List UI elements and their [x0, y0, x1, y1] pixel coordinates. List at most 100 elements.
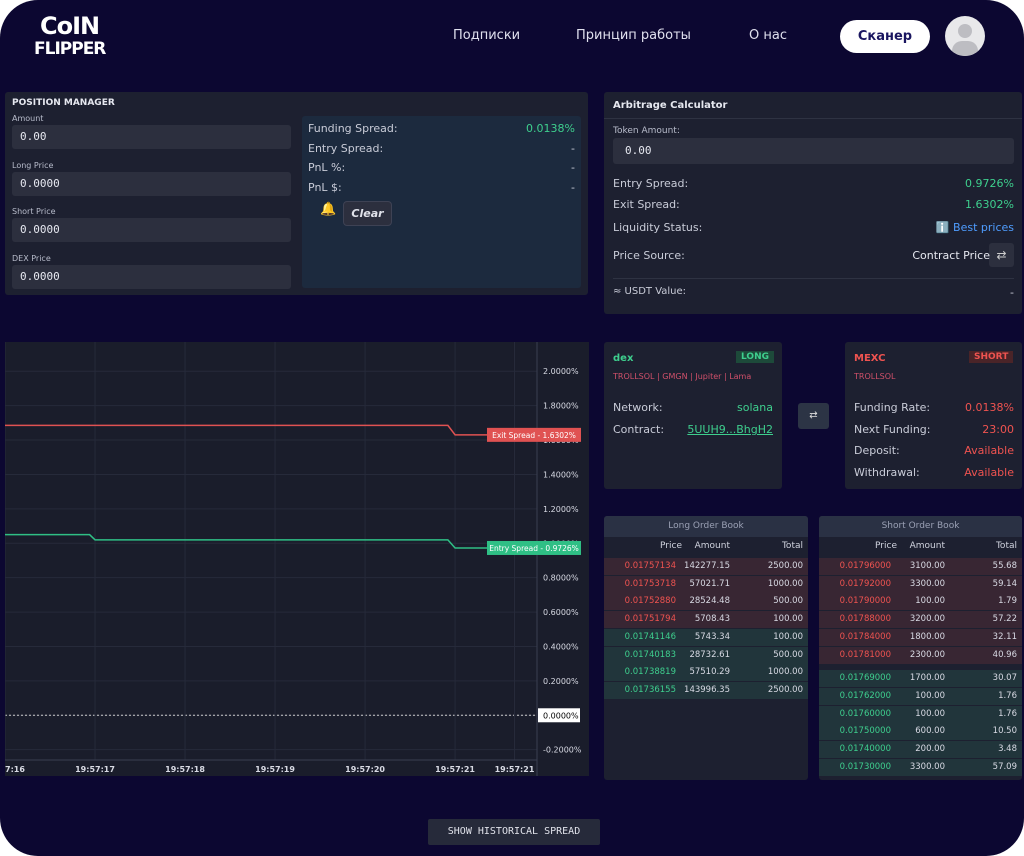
price: 0.01741146 [624, 631, 676, 642]
book-row: 0.01740183 28732.61 500.00 [604, 646, 808, 664]
token-links[interactable]: TROLLSOL | GMGN | Jupiter | Lama [613, 372, 752, 381]
logo[interactable]: FLIPPER [34, 39, 106, 59]
token-input[interactable]: 0.00 [613, 138, 1014, 164]
nav-link[interactable]: Подписки [453, 28, 521, 43]
stat-value: - [571, 161, 575, 174]
x-tick-label: 19:57:19 [255, 765, 295, 774]
price: 0.01788000 [839, 614, 891, 625]
y-tick-label: 1.8000% [543, 402, 579, 411]
total: 2500.00 [767, 561, 803, 571]
total: 10.50 [992, 726, 1017, 737]
amount: 5743.34 [694, 631, 730, 642]
input[interactable]: 0.0000 [12, 218, 291, 243]
y-tick-label: 0.0000% [543, 711, 579, 720]
current-label-bg [538, 708, 580, 723]
total: 1000.00 [767, 578, 803, 589]
amount: 5708.43 [694, 614, 730, 625]
spread-line [5, 533, 537, 549]
amount: 57021.71 [689, 578, 730, 589]
divider [604, 118, 1022, 119]
price: 0.01769000 [839, 673, 891, 684]
total: 32.11 [992, 631, 1017, 642]
amount: 100.00 [915, 708, 945, 719]
row-label: Entry Spread: [613, 177, 689, 190]
price: 0.01757134 [624, 561, 676, 571]
y-tick-label: 0.6000% [543, 608, 579, 617]
nav-link[interactable]: О нас [749, 28, 787, 43]
clear-button[interactable]: Clear [343, 201, 392, 226]
total: 1.76 [998, 690, 1017, 701]
y-tick-label: 2.0000% [543, 367, 579, 376]
y-tick-label: 1.4000% [543, 470, 579, 479]
stats-box: 🔔 Clear Funding Spread: 0.0138% Entry Spre… [302, 116, 581, 288]
row-label: Liquidity Status: [613, 221, 703, 234]
swap-source-button[interactable]: ⇄ [989, 243, 1014, 267]
avatar[interactable] [945, 16, 985, 56]
price: 0.01790000 [839, 596, 891, 607]
swap-button[interactable]: ⇄ [798, 403, 829, 429]
long-badge: LONG [736, 351, 774, 363]
nav-link[interactable]: Принцип работы [576, 28, 691, 43]
logo[interactable]: CoIN [40, 12, 100, 40]
amount: 3200.00 [909, 614, 945, 625]
amount: 3100.00 [909, 561, 945, 571]
amount: 1700.00 [909, 673, 945, 684]
bell-icon[interactable]: 🔔 [320, 202, 337, 217]
total: 1000.00 [767, 667, 803, 678]
y-tick-label: -0.2000% [543, 746, 582, 755]
book-row: 0.01741146 5743.34 100.00 [604, 628, 808, 646]
price: 0.01738819 [624, 667, 676, 678]
input[interactable]: 0.00 [12, 125, 291, 149]
amount: 600.00 [915, 726, 945, 737]
book-row: 0.01730000 3300.00 57.09 [819, 758, 1022, 776]
total: 100.00 [773, 631, 803, 642]
price: 0.01751794 [624, 614, 676, 625]
end-label: Entry Spread - 0.9726% [489, 544, 579, 553]
row-label: Network: [613, 401, 663, 414]
total: 30.07 [992, 673, 1017, 684]
cex-card: MEXC SHORT TROLLSOL Funding Rate: 0.0138%… [845, 342, 1022, 489]
price: 0.01750000 [839, 726, 891, 737]
x-tick-label: 19:57:20 [345, 765, 385, 774]
book-row: 0.01736155 143996.35 2500.00 [604, 681, 808, 699]
amount: 57510.29 [689, 667, 730, 678]
stat-label: PnL %: [308, 161, 346, 174]
col-head: Price [660, 541, 682, 551]
book-row: 0.01788000 3200.00 57.22 [819, 611, 1022, 629]
field-label: Token Amount: [613, 126, 680, 136]
amount: 28524.48 [689, 596, 730, 607]
amount: 143996.35 [684, 684, 730, 695]
price: 0.01781000 [839, 649, 891, 660]
col-head: Total [995, 541, 1017, 551]
col-head: Total [781, 541, 803, 551]
input[interactable]: 0.0000 [12, 265, 291, 290]
stat-value: - [571, 141, 575, 155]
amount: 200.00 [915, 744, 945, 754]
price: 0.01760000 [839, 708, 891, 719]
price: 0.01762000 [839, 690, 891, 701]
total: 57.09 [992, 761, 1017, 772]
short-order-book: Short Order Book Price Amount Total 0.017960… [819, 516, 1022, 780]
row-value: 0.0138% [965, 401, 1014, 414]
row-value: 1.6302% [965, 198, 1014, 211]
scanner-button[interactable]: Сканер [840, 20, 930, 53]
x-tick-label: 19:57:21 [495, 765, 535, 774]
amount: 1800.00 [909, 631, 945, 642]
total: 500.00 [773, 649, 803, 660]
total: 40.96 [992, 649, 1017, 660]
field-label: Short Price [12, 207, 56, 217]
amount: 100.00 [915, 690, 945, 701]
total: 55.68 [992, 561, 1017, 571]
price: 0.01752880 [624, 596, 676, 607]
historical-button[interactable]: SHOW HISTORICAL SPREAD [428, 819, 600, 845]
end-label: Exit Spread - 1.6302% [492, 431, 576, 440]
total: 3.48 [998, 744, 1017, 754]
book-row: 0.01762000 100.00 1.76 [819, 687, 1022, 705]
venue-name: dex [613, 353, 634, 364]
row-value: Available [964, 466, 1014, 480]
x-tick-label: 19:57:21 [435, 765, 475, 774]
row-value: solana [737, 401, 773, 414]
venue-name: MEXC [854, 353, 886, 364]
input[interactable]: 0.0000 [12, 171, 291, 196]
